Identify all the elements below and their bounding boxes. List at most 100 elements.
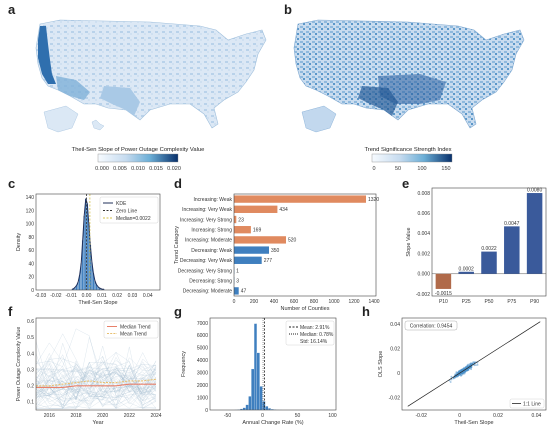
scatter-point (476, 364, 479, 366)
legend-label: Mean Trend (120, 331, 147, 337)
scatter-point (462, 368, 464, 371)
y-tick-label: 0.006 (417, 211, 430, 217)
county-line (35, 372, 157, 408)
y-tick-label: 0.04 (390, 322, 400, 328)
chart-g: -50 0 50 10001000200030004000500060007000An… (181, 317, 337, 426)
bar-value-label: 47 (241, 289, 247, 295)
x-tick-label: -0.03 (35, 293, 47, 299)
legend-label: Median: 0.78% (300, 332, 334, 338)
legend-box (99, 196, 159, 224)
bar-value-label: 0.0022 (481, 246, 497, 252)
scatter-point (470, 368, 472, 371)
y-tick-label: -0.002 (416, 292, 430, 298)
county-line (35, 358, 157, 390)
map-a-southwest-band (56, 76, 90, 100)
category-label: P75 (507, 299, 516, 305)
legend-label: Median Trend (120, 324, 151, 330)
y-tick-label: 5000 (197, 346, 208, 352)
y-tick-label: 0.002 (417, 251, 430, 257)
colorbar-a-tick: 0.010 (131, 166, 145, 172)
y-tick-label: 20 (28, 275, 34, 281)
scatter-point (450, 375, 453, 378)
y-tick-label: 1000 (197, 395, 208, 401)
map-a-west-coast-dark (38, 26, 56, 84)
colorbar-b-ticks: 0 50 100 150 (372, 166, 450, 172)
x-tick-label: 0 (261, 413, 264, 419)
colorbar-b-bar (371, 153, 453, 163)
county-line (35, 373, 157, 388)
chart-h: -0.02 0 0.02 0.04 -0.02 0 0.02 0.04 Theil-Sen Sl… (378, 317, 547, 426)
y-tick-label: 0.004 (417, 231, 430, 237)
chart-c-frame (35, 193, 161, 291)
county-line (35, 352, 157, 392)
colorbar-b-tick: 100 (417, 166, 426, 172)
trend-line (36, 378, 157, 387)
chart-g-frame (209, 317, 337, 411)
colorbar-a-ticks: 0.000 0.005 0.010 0.015 0.020 (95, 166, 181, 172)
map-b-texas (358, 86, 398, 116)
x-tick-label: 0 (233, 299, 236, 305)
county-line (35, 341, 157, 391)
y-tick-label: 0.02 (390, 346, 400, 352)
histogram-bar (254, 323, 258, 411)
correlation-annotation: Correlation: 0.9454 (410, 324, 453, 330)
legend-box (509, 398, 545, 409)
x-tick-label: 0 (458, 413, 461, 419)
y-axis-label: Power Outage Complexity Value (16, 327, 22, 402)
county-line (35, 368, 157, 394)
bar (234, 236, 286, 244)
colorbar-a-label: Theil-Sen Slope of Power Outage Complexi… (72, 147, 205, 153)
legend: 1:1 Line (509, 398, 545, 409)
scatter-point (475, 364, 477, 366)
x-tick-label: 0.02 (112, 293, 122, 299)
colorbar-b: Trend Significance Strength Index 0 50 1… (364, 147, 453, 172)
histogram-bar (259, 386, 263, 411)
x-tick-label: 2018 (70, 413, 81, 419)
x-axis-label: Number of Counties (281, 306, 330, 312)
scatter-point (466, 368, 468, 371)
x-tick-label: 2016 (44, 413, 55, 419)
map-b-contiguous-us (293, 19, 525, 129)
bar-value-label: 1320 (368, 197, 379, 203)
county-line (35, 361, 157, 392)
map-b-south-dark (378, 74, 446, 104)
panel-letter-g: g (174, 304, 182, 319)
y-tick-label: 0.3 (27, 367, 34, 373)
bar (234, 205, 278, 213)
x-tick-label: 1000 (328, 299, 339, 305)
bar-value-label: 277 (264, 258, 273, 264)
x-tick-label: 600 (290, 299, 299, 305)
histogram-bar (251, 368, 255, 411)
scatter-point (460, 374, 463, 377)
y-tick-label: 4000 (197, 358, 208, 364)
bar (481, 251, 497, 274)
scatter-point (466, 365, 469, 367)
category-label: P10 (439, 299, 448, 305)
county-line (35, 351, 157, 397)
y-tick-label: 100 (26, 222, 35, 228)
x-tick-label: 100 (328, 413, 337, 419)
bar-value-label: 169 (253, 228, 262, 234)
panel-letter-d: d (174, 176, 182, 191)
bar (435, 273, 452, 289)
legend-label: 1:1 Line (523, 401, 541, 407)
y-tick-label: 0.1 (27, 400, 34, 406)
map-a-alaska (43, 105, 79, 133)
colorbar-a-tick: 0.015 (149, 166, 163, 172)
chart-d-frame (233, 193, 377, 297)
map-a-texas (100, 86, 140, 116)
x-tick-label: 0.00 (82, 293, 92, 299)
y-tick-label: 3000 (197, 371, 208, 377)
bar (234, 287, 239, 295)
colorbar-b-tick: 150 (441, 166, 450, 172)
correlation-box (404, 320, 458, 331)
category-label: Increasing: Strong (191, 228, 232, 234)
bar (234, 215, 237, 224)
scatter-point (467, 363, 470, 366)
county-line (35, 366, 157, 409)
y-tick-label: 80 (28, 235, 34, 241)
histogram-bar (265, 406, 269, 411)
x-axis-label: Annual Change Rate (%) (242, 420, 303, 426)
